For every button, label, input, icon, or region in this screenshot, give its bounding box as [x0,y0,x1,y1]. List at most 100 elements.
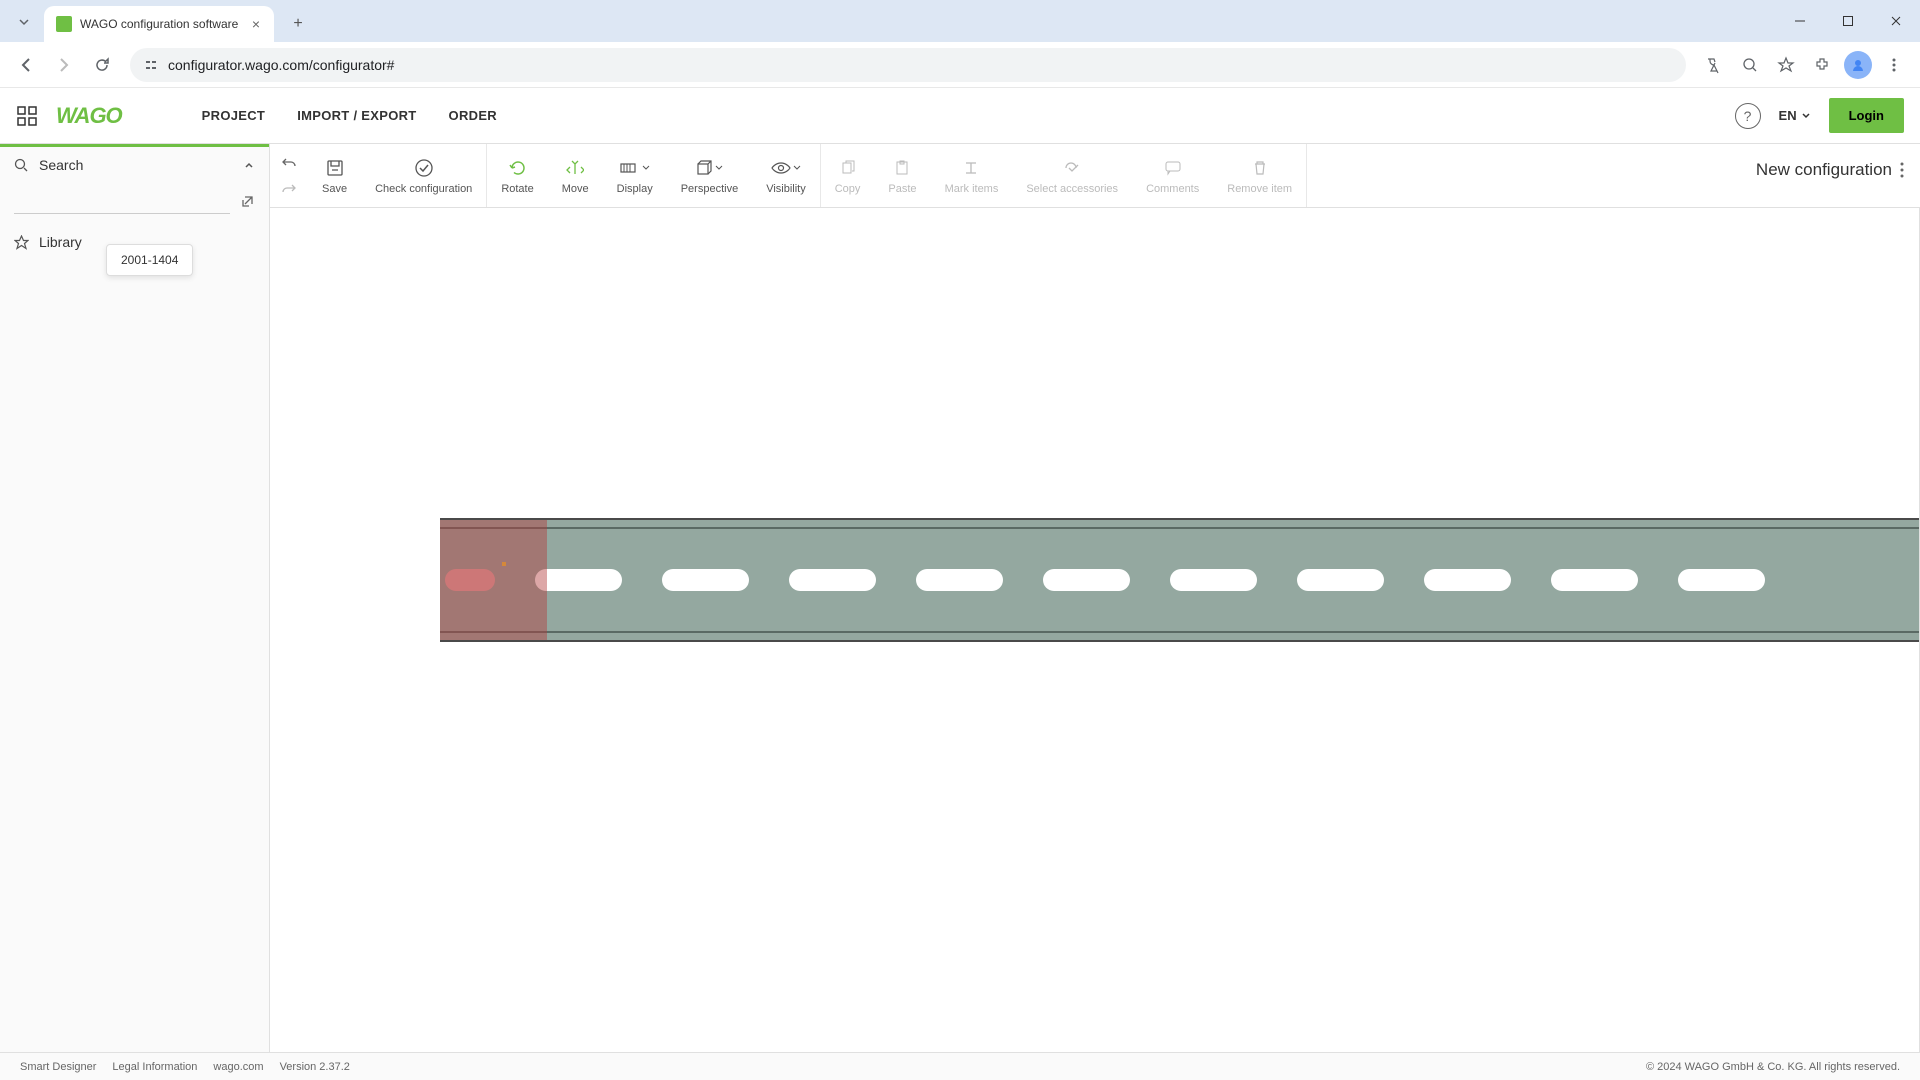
close-window-button[interactable] [1872,0,1920,42]
accessories-button: Select accessories [1012,144,1132,207]
login-button[interactable]: Login [1829,98,1904,133]
comments-icon [1164,157,1182,179]
collapse-icon[interactable] [243,159,255,171]
rail-slots [440,569,1919,591]
maximize-button[interactable] [1824,0,1872,42]
mark-icon [963,157,979,179]
extensions-icon[interactable] [1806,49,1838,81]
move-icon [566,157,584,179]
new-tab-button[interactable]: + [284,10,312,38]
external-link-icon[interactable] [240,194,255,209]
save-button[interactable]: Save [308,144,361,207]
rotate-button[interactable]: Rotate [487,144,547,207]
visibility-icon [771,157,801,179]
browser-tab[interactable]: WAGO configuration software × [44,6,274,42]
display-button[interactable]: Display [603,144,667,207]
minimize-button[interactable] [1776,0,1824,42]
accessories-label: Select accessories [1026,183,1118,195]
check-icon [414,157,434,179]
footer-smart-designer[interactable]: Smart Designer [20,1061,96,1073]
bookmark-icon[interactable] [1770,49,1802,81]
url-input[interactable]: configurator.wago.com/configurator# [130,48,1686,82]
footer-copyright: © 2024 WAGO GmbH & Co. KG. All rights re… [1646,1061,1900,1073]
rail-slot[interactable] [1043,569,1130,591]
search-input[interactable] [14,189,230,214]
config-title: New configuration [1756,160,1892,180]
apps-grid-icon[interactable] [16,105,38,127]
perspective-label: Perspective [681,183,738,195]
nav-import-export[interactable]: IMPORT / EXPORT [297,108,416,123]
rail-highlight-zone [440,520,547,640]
remove-label: Remove item [1227,183,1292,195]
move-button[interactable]: Move [548,144,603,207]
undo-button[interactable] [278,152,300,174]
check-label: Check configuration [375,183,472,195]
redo-button[interactable] [278,178,300,200]
din-rail[interactable] [440,518,1919,642]
back-button[interactable] [10,49,42,81]
nav-project[interactable]: PROJECT [202,108,266,123]
display-icon [620,157,650,179]
save-label: Save [322,183,347,195]
menu-icon[interactable] [1878,49,1910,81]
address-bar: configurator.wago.com/configurator# [0,42,1920,88]
rotate-label: Rotate [501,183,533,195]
footer-site[interactable]: wago.com [213,1061,263,1073]
rail-slot[interactable] [1297,569,1384,591]
rail-marker-dot [502,562,506,566]
canvas[interactable] [270,208,1920,1052]
library-label: Library [39,234,82,250]
sidebar: Search Library 2001-1404 [0,144,270,1052]
tab-favicon [56,16,72,32]
window-controls [1776,0,1920,42]
zoom-icon[interactable] [1734,49,1766,81]
footer-version: Version 2.37.2 [280,1061,350,1073]
search-label: Search [39,157,83,173]
reload-button[interactable] [86,49,118,81]
language-label: EN [1779,108,1797,123]
footer-legal[interactable]: Legal Information [112,1061,197,1073]
comments-label: Comments [1146,183,1199,195]
rail-slot[interactable] [1170,569,1257,591]
rail-slot[interactable] [662,569,749,591]
mark-items-button: Mark items [931,144,1013,207]
copy-label: Copy [835,183,861,195]
help-icon[interactable]: ? [1735,103,1761,129]
move-label: Move [562,183,589,195]
check-config-button[interactable]: Check configuration [361,144,486,207]
search-icon [14,158,29,173]
rail-slot[interactable] [535,569,622,591]
forward-button[interactable] [48,49,80,81]
rail-slot[interactable] [1424,569,1511,591]
language-selector[interactable]: EN [1779,108,1811,123]
mark-label: Mark items [945,183,999,195]
rail-slot[interactable] [789,569,876,591]
profile-icon[interactable] [1842,49,1874,81]
search-header[interactable]: Search [0,147,269,183]
workspace: Save Check configuration Rotate Move [270,144,1920,1052]
config-menu-icon[interactable] [1900,162,1904,178]
translate-icon[interactable] [1698,49,1730,81]
visibility-button[interactable]: Visibility [752,144,820,207]
perspective-icon [695,157,723,179]
tab-close-icon[interactable]: × [250,14,262,34]
rail-slot[interactable] [1551,569,1638,591]
main-nav: PROJECT IMPORT / EXPORT ORDER [202,108,497,123]
tab-bar: WAGO configuration software × + [0,0,1920,42]
paste-icon [894,157,910,179]
search-input-row [0,183,269,224]
site-settings-icon[interactable] [144,58,158,72]
search-tooltip: 2001-1404 [106,244,193,276]
config-title-row: New configuration [1756,160,1904,180]
wago-logo[interactable]: WAGO [56,104,122,128]
tabs-dropdown[interactable] [10,8,38,36]
perspective-button[interactable]: Perspective [667,144,752,207]
remove-item-button: Remove item [1213,144,1306,207]
rail-slot[interactable] [916,569,1003,591]
comments-button: Comments [1132,144,1213,207]
copy-button: Copy [821,144,875,207]
rotate-icon [509,157,527,179]
visibility-label: Visibility [766,183,806,195]
nav-order[interactable]: ORDER [449,108,497,123]
rail-slot[interactable] [1678,569,1765,591]
